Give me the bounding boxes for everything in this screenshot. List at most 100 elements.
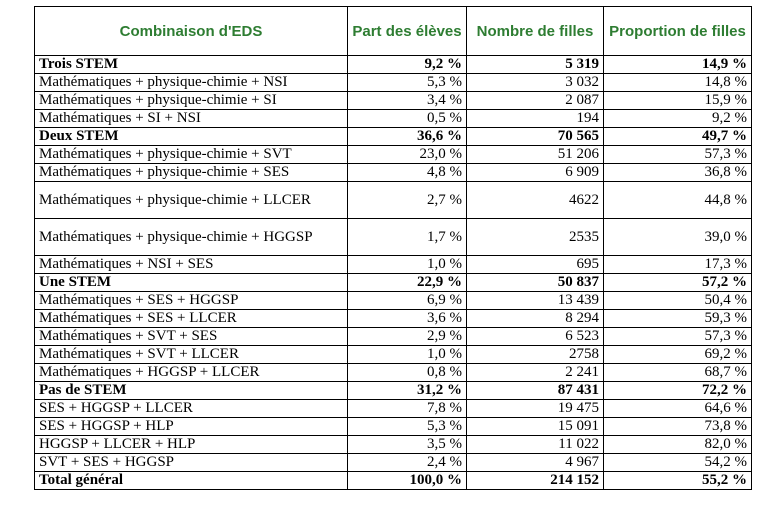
row-proportion: 50,4 % [603,291,752,310]
row-label: Total général [34,471,348,490]
table-row: SES + HGGSP + LLCER 7,8 % 19 475 64,6 % [34,399,752,418]
row-proportion: 15,9 % [603,91,752,110]
row-part: 3,6 % [347,309,467,328]
row-part: 6,9 % [347,291,467,310]
row-proportion: 57,3 % [603,145,752,164]
row-part: 3,4 % [347,91,467,110]
row-nombre: 4622 [466,181,604,219]
row-part: 23,0 % [347,145,467,164]
row-nombre: 5 319 [466,55,604,74]
table-row: Pas de STEM 31,2 % 87 431 72,2 % [34,381,752,400]
row-part: 1,7 % [347,218,467,256]
row-label: Mathématiques + physique-chimie + LLCER [34,181,348,219]
row-nombre: 3 032 [466,73,604,92]
row-nombre: 2 087 [466,91,604,110]
row-nombre: 87 431 [466,381,604,400]
row-label: SES + HGGSP + HLP [34,417,348,436]
row-part: 5,3 % [347,73,467,92]
row-label: Pas de STEM [34,381,348,400]
header-row: Combinaison d'EDS Part des élèves Nombre… [34,6,752,56]
row-part: 0,8 % [347,363,467,382]
row-label: Une STEM [34,273,348,292]
row-label: Mathématiques + HGGSP + LLCER [34,363,348,382]
row-label: Mathématiques + physique-chimie + HGGSP [34,218,348,256]
row-part: 2,4 % [347,453,467,472]
row-label: Mathématiques + SI + NSI [34,109,348,128]
header-combinaison: Combinaison d'EDS [34,6,348,56]
row-part: 9,2 % [347,55,467,74]
row-nombre: 194 [466,109,604,128]
eds-table: Combinaison d'EDS Part des élèves Nombre… [34,6,752,490]
row-proportion: 14,9 % [603,55,752,74]
row-nombre: 8 294 [466,309,604,328]
row-proportion: 82,0 % [603,435,752,454]
row-proportion: 57,2 % [603,273,752,292]
row-proportion: 49,7 % [603,127,752,146]
row-part: 1,0 % [347,255,467,274]
row-nombre: 13 439 [466,291,604,310]
row-label: Mathématiques + SES + LLCER [34,309,348,328]
row-label: Trois STEM [34,55,348,74]
row-nombre: 4 967 [466,453,604,472]
table-row: Mathématiques + physique-chimie + SVT 23… [34,145,752,164]
table-row: Une STEM 22,9 % 50 837 57,2 % [34,273,752,292]
row-label: Mathématiques + physique-chimie + SES [34,163,348,182]
row-nombre: 70 565 [466,127,604,146]
row-proportion: 54,2 % [603,453,752,472]
row-part: 31,2 % [347,381,467,400]
total-row: Total général 100,0 % 214 152 55,2 % [34,471,752,490]
row-label: Mathématiques + SES + HGGSP [34,291,348,310]
table-row: Mathématiques + SI + NSI 0,5 % 194 9,2 % [34,109,752,128]
row-proportion: 55,2 % [603,471,752,490]
row-proportion: 59,3 % [603,309,752,328]
row-label: Mathématiques + physique-chimie + SI [34,91,348,110]
table-row: Mathématiques + physique-chimie + SI 3,4… [34,91,752,110]
row-nombre: 50 837 [466,273,604,292]
row-proportion: 36,8 % [603,163,752,182]
row-part: 2,7 % [347,181,467,219]
row-proportion: 39,0 % [603,218,752,256]
row-proportion: 14,8 % [603,73,752,92]
row-nombre: 6 909 [466,163,604,182]
row-label: Deux STEM [34,127,348,146]
table-row: Mathématiques + NSI + SES 1,0 % 695 17,3… [34,255,752,274]
row-part: 36,6 % [347,127,467,146]
row-nombre: 51 206 [466,145,604,164]
table-row: Mathématiques + physique-chimie + SES 4,… [34,163,752,182]
table-row: SES + HGGSP + HLP 5,3 % 15 091 73,8 % [34,417,752,436]
row-nombre: 19 475 [466,399,604,418]
row-proportion: 69,2 % [603,345,752,364]
row-part: 3,5 % [347,435,467,454]
row-label: Mathématiques + SVT + SES [34,327,348,346]
row-label: SVT + SES + HGGSP [34,453,348,472]
row-nombre: 6 523 [466,327,604,346]
table-row: SVT + SES + HGGSP 2,4 % 4 967 54,2 % [34,453,752,472]
row-nombre: 2535 [466,218,604,256]
header-nombre: Nombre de filles [466,6,604,56]
row-proportion: 9,2 % [603,109,752,128]
row-label: Mathématiques + SVT + LLCER [34,345,348,364]
table-row: Mathématiques + SES + LLCER 3,6 % 8 294 … [34,309,752,328]
table-row: Mathématiques + physique-chimie + LLCER … [34,181,752,219]
row-part: 22,9 % [347,273,467,292]
row-nombre: 2 241 [466,363,604,382]
row-part: 1,0 % [347,345,467,364]
row-proportion: 44,8 % [603,181,752,219]
row-proportion: 64,6 % [603,399,752,418]
header-proportion: Proportion de filles [603,6,752,56]
row-nombre: 214 152 [466,471,604,490]
row-part: 7,8 % [347,399,467,418]
row-part: 0,5 % [347,109,467,128]
row-nombre: 695 [466,255,604,274]
table-row: Trois STEM 9,2 % 5 319 14,9 % [34,55,752,74]
table-row: Mathématiques + physique-chimie + HGGSP … [34,218,752,256]
row-proportion: 73,8 % [603,417,752,436]
table-row: HGGSP + LLCER + HLP 3,5 % 11 022 82,0 % [34,435,752,454]
row-part: 100,0 % [347,471,467,490]
row-nombre: 2758 [466,345,604,364]
row-part: 5,3 % [347,417,467,436]
row-part: 4,8 % [347,163,467,182]
row-nombre: 15 091 [466,417,604,436]
row-part: 2,9 % [347,327,467,346]
table-row: Mathématiques + SVT + LLCER 1,0 % 2758 6… [34,345,752,364]
